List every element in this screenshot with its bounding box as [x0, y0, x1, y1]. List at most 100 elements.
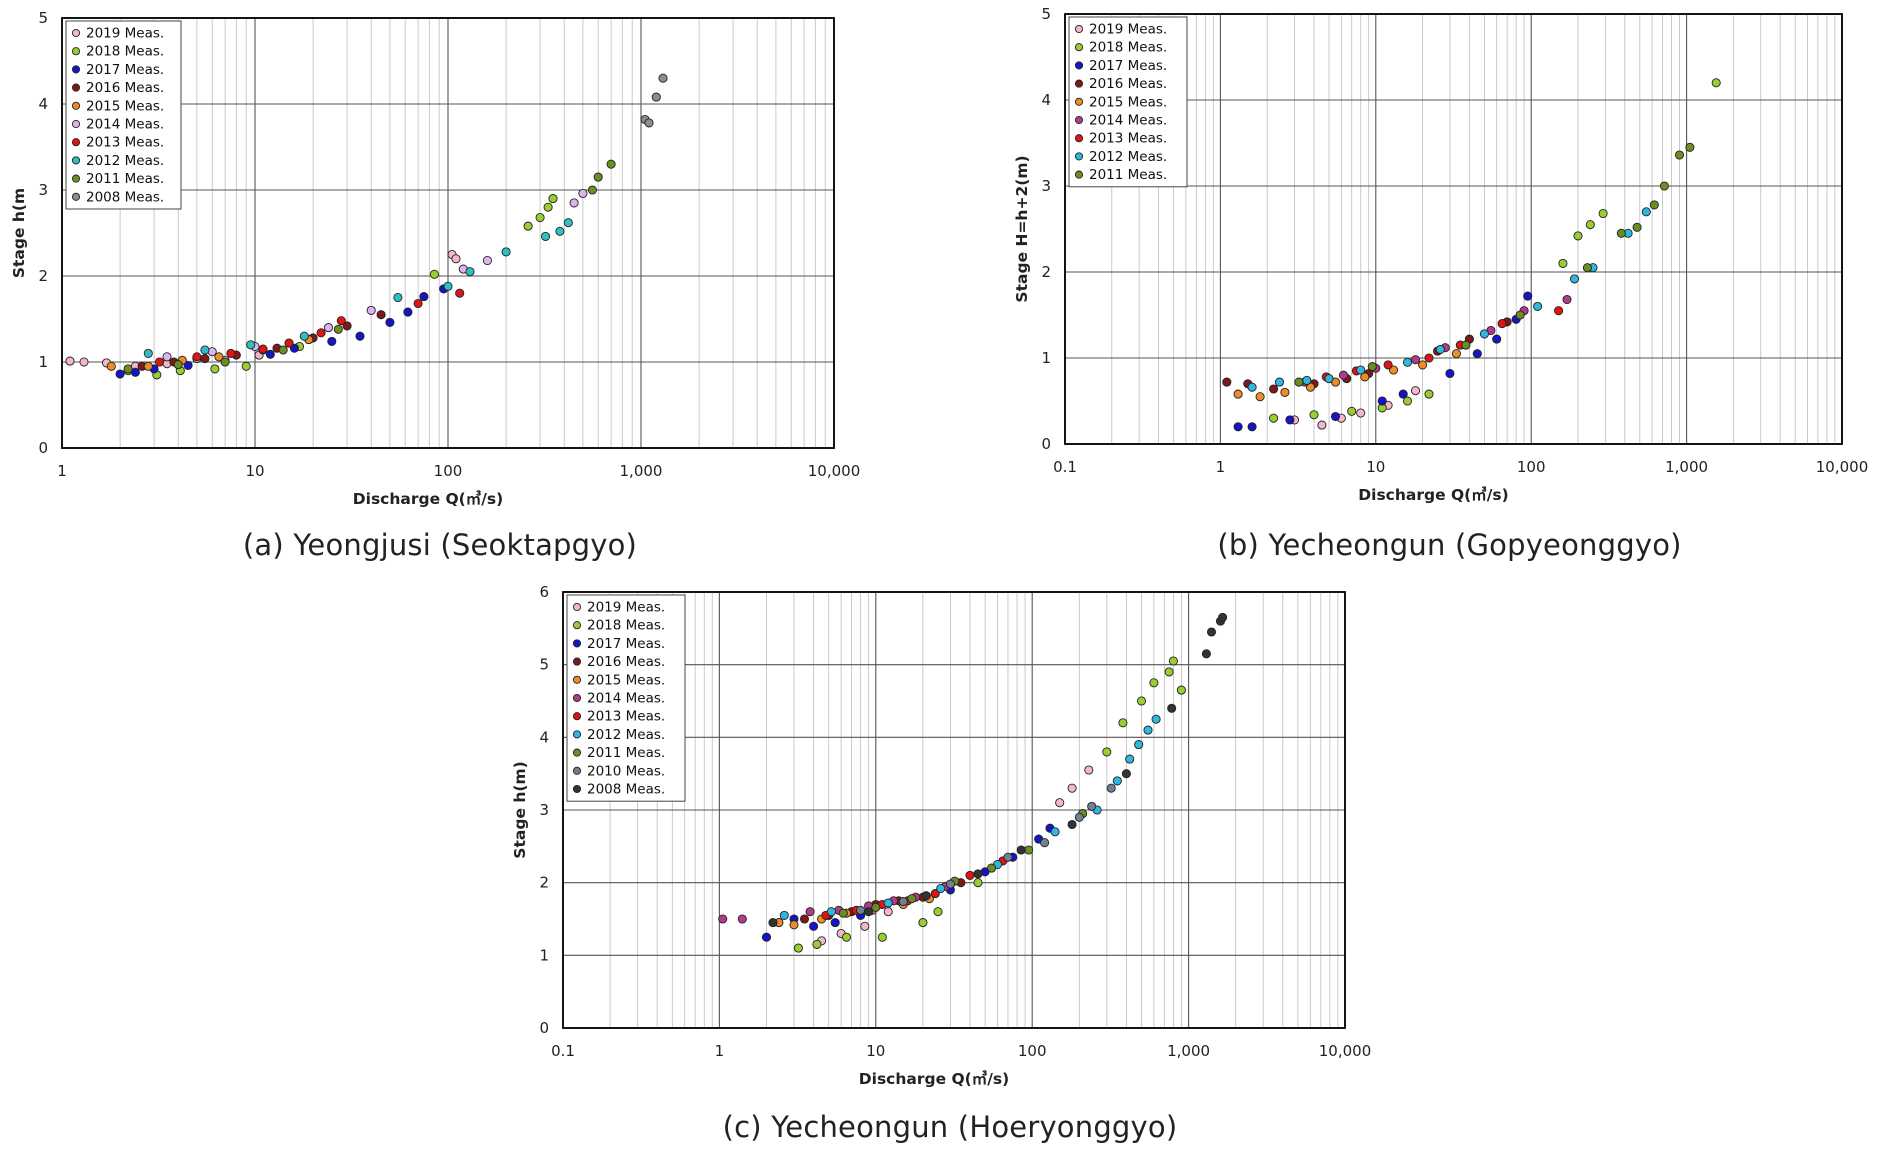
data-point — [1218, 612, 1228, 622]
legend-marker — [71, 192, 81, 201]
legend-marker — [71, 101, 81, 110]
data-point — [323, 323, 333, 333]
data-point — [789, 920, 799, 930]
data-point — [779, 910, 789, 920]
legend-marker — [71, 138, 81, 147]
data-point — [482, 255, 492, 266]
data-point — [1685, 142, 1695, 152]
data-point — [883, 898, 893, 908]
data-point — [1356, 408, 1366, 418]
data-point — [718, 914, 728, 924]
data-point — [864, 907, 874, 917]
data-point — [1112, 776, 1122, 786]
data-point — [877, 932, 887, 942]
legend-label: 2012 Meas. — [86, 153, 164, 169]
data-point — [1121, 769, 1131, 779]
y-tick-label: 5 — [1041, 5, 1051, 23]
y-tick-label: 0 — [539, 1019, 549, 1037]
legend-label: 2019 Meas. — [587, 600, 665, 616]
data-point — [1582, 263, 1592, 273]
data-point — [162, 352, 172, 362]
data-point — [173, 360, 183, 370]
x-tick-label: 10,000 — [1816, 458, 1869, 476]
data-point — [1435, 344, 1445, 354]
data-point — [1125, 754, 1135, 764]
legend-label: 2019 Meas. — [1089, 22, 1167, 38]
data-point — [1087, 801, 1097, 811]
y-tick-label: 1 — [38, 353, 48, 371]
data-point — [644, 118, 654, 128]
legend-label: 2011 Meas. — [587, 745, 665, 761]
data-point — [1134, 740, 1144, 750]
legend-label: 2013 Meas. — [587, 709, 665, 725]
chart-panel-b: 0.1 1 10 100 1,000 10,000 0 1 2 3 4 5 Discharge Q(㎥/… — [1010, 0, 1889, 580]
data-point — [1569, 274, 1580, 284]
data-point — [1280, 387, 1290, 397]
legend-label: 2016 Meas. — [86, 80, 164, 96]
legend-label: 2015 Meas. — [587, 672, 665, 688]
data-point — [501, 247, 511, 257]
data-point — [1067, 783, 1077, 793]
legend — [65, 20, 182, 210]
data-point — [1418, 360, 1428, 370]
data-point — [860, 921, 870, 931]
data-point — [207, 347, 217, 357]
legend-marker — [71, 28, 81, 38]
x-tick-label: 0.1 — [1053, 458, 1077, 476]
x-tick-label: 10 — [1366, 458, 1385, 476]
x-tick-label: 10,000 — [808, 462, 861, 480]
data-point — [535, 212, 545, 223]
data-point — [1338, 370, 1349, 380]
legend-marker — [71, 156, 81, 165]
data-point — [1102, 747, 1112, 757]
data-point — [1149, 678, 1159, 688]
data-point — [921, 891, 931, 901]
data-point — [1461, 340, 1471, 350]
data-point — [1383, 360, 1393, 370]
x-tick-label: 1,000 — [620, 462, 663, 480]
data-point — [183, 360, 193, 370]
data-point — [192, 352, 202, 362]
legend-marker — [71, 119, 81, 129]
legend-label: 2014 Meas. — [86, 117, 164, 133]
data-point — [336, 316, 346, 326]
data-point — [1330, 411, 1341, 422]
plot-frame — [562, 591, 1346, 1029]
data-point — [1055, 798, 1065, 808]
data-point — [1632, 222, 1642, 232]
data-point — [246, 340, 256, 350]
data-point — [1168, 656, 1178, 666]
data-point — [945, 879, 955, 889]
data-point — [1410, 355, 1421, 365]
x-tick-label: 100 — [1517, 458, 1546, 476]
data-point — [1067, 819, 1077, 830]
data-point — [651, 92, 661, 102]
data-point — [812, 939, 822, 949]
data-point — [1451, 349, 1461, 359]
legend-label: 2011 Meas. — [86, 171, 164, 187]
data-point — [214, 352, 224, 362]
data-point — [220, 357, 230, 367]
data-point — [376, 310, 386, 320]
data-point — [1479, 329, 1489, 339]
data-point — [1616, 228, 1626, 238]
legend-label: 2014 Meas. — [1089, 113, 1167, 129]
data-point — [342, 321, 352, 331]
data-point — [1356, 365, 1366, 375]
data-point — [563, 218, 573, 228]
legend-marker — [1074, 152, 1084, 161]
legend-marker — [1074, 97, 1084, 106]
data-point — [523, 221, 533, 231]
data-point — [799, 914, 810, 924]
legend-marker — [572, 621, 582, 630]
data-point — [143, 348, 153, 358]
y-tick-label: 3 — [539, 801, 549, 819]
data-point — [1285, 415, 1295, 425]
legend-label: 2012 Meas. — [1089, 149, 1167, 165]
legend-marker — [1074, 79, 1084, 88]
y-tick-label: 4 — [539, 728, 549, 746]
legend-marker — [572, 784, 582, 794]
data-point — [1360, 372, 1370, 382]
legend-label: 2015 Meas. — [1089, 94, 1167, 110]
x-axis-title: Discharge Q(㎥/s) — [1358, 485, 1508, 504]
